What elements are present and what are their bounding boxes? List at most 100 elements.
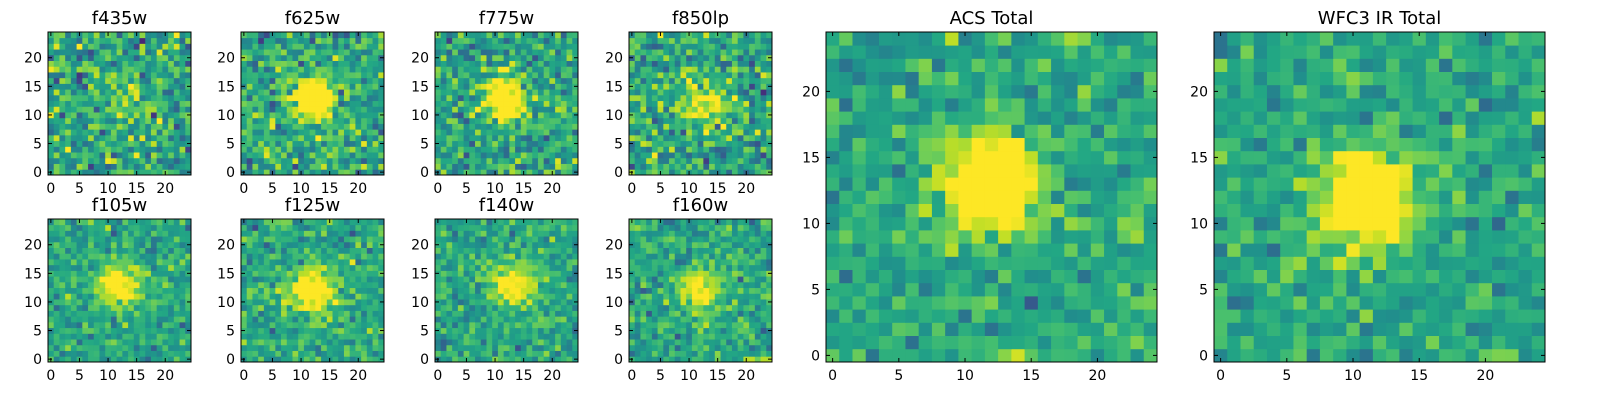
pixel bbox=[378, 43, 385, 50]
pixel bbox=[372, 100, 379, 107]
pixel bbox=[663, 106, 670, 113]
pixel bbox=[537, 157, 545, 164]
pixel bbox=[133, 123, 140, 130]
pixel bbox=[82, 157, 89, 164]
pixel bbox=[703, 32, 710, 39]
pixel bbox=[549, 316, 556, 323]
pixel bbox=[486, 129, 493, 136]
pixel bbox=[48, 163, 55, 170]
pixel bbox=[572, 333, 579, 340]
pixel bbox=[532, 43, 539, 50]
pixel bbox=[475, 112, 482, 119]
pixel bbox=[82, 230, 89, 237]
pixel bbox=[503, 299, 510, 306]
pixel bbox=[366, 339, 373, 346]
pixel bbox=[440, 134, 447, 142]
pixel bbox=[760, 339, 767, 346]
pixel bbox=[486, 304, 493, 311]
pixel bbox=[760, 163, 767, 170]
pixel bbox=[173, 89, 180, 96]
pixel bbox=[286, 37, 293, 44]
pixel bbox=[760, 140, 767, 147]
pixel bbox=[258, 259, 265, 266]
pixel bbox=[281, 83, 288, 90]
pixel bbox=[116, 281, 123, 289]
pixel bbox=[497, 287, 505, 294]
pixel bbox=[281, 339, 288, 346]
pixel bbox=[572, 230, 579, 237]
pixel bbox=[469, 356, 476, 363]
pixel bbox=[252, 123, 259, 130]
pixel bbox=[133, 236, 140, 243]
pixel bbox=[737, 129, 744, 136]
pixel bbox=[674, 333, 681, 340]
pixel bbox=[731, 66, 739, 73]
pixel bbox=[549, 281, 556, 289]
pixel bbox=[88, 247, 95, 254]
pixel bbox=[343, 72, 351, 79]
pixel bbox=[315, 339, 322, 346]
pixel bbox=[133, 106, 140, 113]
pixel bbox=[378, 94, 385, 102]
pixel bbox=[122, 163, 129, 170]
pixel bbox=[162, 77, 169, 84]
pixel bbox=[486, 276, 493, 283]
pixel bbox=[122, 219, 129, 226]
pixel bbox=[338, 304, 345, 311]
pixel bbox=[486, 281, 493, 289]
pixel bbox=[749, 146, 756, 153]
pixel bbox=[122, 140, 129, 147]
pixel bbox=[737, 152, 744, 159]
pixel bbox=[338, 140, 345, 147]
pixel bbox=[355, 310, 362, 317]
pixel bbox=[281, 100, 288, 107]
pixel bbox=[463, 94, 470, 102]
pixel bbox=[321, 106, 328, 113]
pixel bbox=[303, 310, 311, 317]
pixel bbox=[59, 54, 66, 61]
pixel bbox=[321, 310, 328, 317]
pixel bbox=[116, 287, 123, 294]
pixel bbox=[760, 304, 767, 311]
pixel bbox=[179, 344, 186, 351]
pixel bbox=[321, 54, 328, 61]
pixel bbox=[543, 327, 550, 334]
pixel bbox=[737, 146, 744, 153]
pixel bbox=[59, 259, 66, 266]
pixel bbox=[156, 66, 163, 73]
pixel bbox=[754, 60, 761, 67]
pixel bbox=[128, 140, 135, 147]
pixel bbox=[361, 264, 368, 271]
pixel bbox=[697, 152, 704, 159]
pixel bbox=[452, 72, 459, 79]
pixel bbox=[303, 94, 311, 102]
pixel bbox=[105, 224, 112, 231]
pixel bbox=[731, 112, 739, 119]
pixel bbox=[686, 276, 693, 283]
pixel bbox=[634, 276, 641, 283]
pixel bbox=[162, 72, 169, 79]
pixel bbox=[469, 259, 476, 266]
pixel bbox=[122, 241, 129, 248]
pixel bbox=[315, 293, 322, 300]
pixel bbox=[457, 236, 464, 243]
pixel bbox=[754, 344, 761, 351]
pixel bbox=[566, 83, 573, 90]
pixel bbox=[145, 94, 152, 102]
pixel bbox=[515, 72, 522, 79]
pixel bbox=[566, 146, 573, 153]
pixel bbox=[691, 77, 699, 84]
pixel bbox=[720, 287, 727, 294]
pixel bbox=[88, 219, 95, 226]
pixel bbox=[99, 89, 106, 96]
pixel bbox=[53, 169, 60, 176]
pixel bbox=[139, 106, 146, 113]
pixel bbox=[709, 327, 716, 334]
pixel bbox=[133, 304, 140, 311]
pixel bbox=[549, 54, 556, 61]
pixel bbox=[686, 60, 693, 67]
pixel bbox=[469, 89, 476, 96]
pixel bbox=[669, 293, 676, 300]
pixel bbox=[303, 43, 311, 50]
pixel bbox=[503, 49, 510, 56]
